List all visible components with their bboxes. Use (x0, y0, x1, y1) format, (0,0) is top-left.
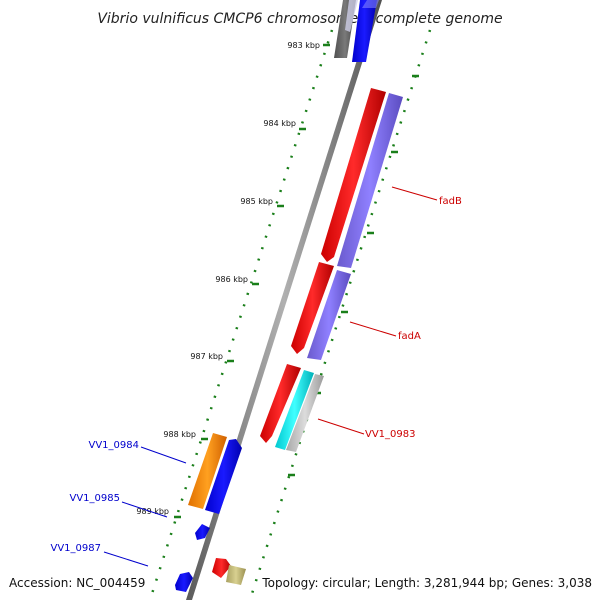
gene-red-bottom[interactable] (212, 558, 231, 578)
gene-VV1-0987[interactable] (175, 572, 193, 592)
map-title: Vibrio vulnificus CMCP6 chromosome I, co… (97, 11, 502, 27)
gene-label-VV1-0983[interactable]: VV1_0983 (365, 429, 416, 440)
tick-label-985: 985 kbp (240, 197, 273, 206)
genome-summary-text: Topology: circular; Length: 3,281,944 bp… (261, 576, 592, 590)
label-leaders-blue (103, 446, 187, 567)
gene-dark-top[interactable] (334, 0, 358, 58)
accession-text: Accession: NC_004459 (9, 576, 145, 590)
tick-label-989: 989 kbp (136, 507, 169, 516)
tick-label-986: 986 kbp (215, 275, 248, 284)
gene-khaki-bottom[interactable] (226, 565, 246, 585)
major-ticks (174, 43, 330, 519)
tick-label-988: 988 kbp (163, 430, 196, 439)
gene-blue-0984[interactable] (205, 439, 242, 514)
gene-blue-top[interactable] (352, 0, 379, 62)
tick-label-983: 983 kbp (287, 41, 320, 50)
gene-fadA-complement[interactable] (307, 270, 351, 360)
gene-VV1-0984[interactable] (188, 433, 227, 509)
gene-VV1-0983[interactable] (260, 364, 301, 443)
gene-fadB[interactable] (321, 88, 386, 262)
gene-VV1-0985[interactable] (195, 524, 210, 540)
tick-label-984: 984 kbp (263, 119, 296, 128)
gene-label-VV1-0985[interactable]: VV1_0985 (70, 493, 121, 504)
gene-gray-strip[interactable] (286, 374, 324, 452)
gene-label-VV1-0984[interactable]: VV1_0984 (89, 440, 140, 451)
gene-label-fadB[interactable]: fadB (439, 196, 462, 207)
gene-label-VV1-0987[interactable]: VV1_0987 (51, 543, 102, 554)
label-leaders-red (317, 186, 438, 435)
gene-cyan-strip[interactable] (275, 370, 314, 450)
tick-label-987: 987 kbp (190, 352, 223, 361)
gene-fadA[interactable] (291, 262, 334, 354)
gene-label-fadA[interactable]: fadA (398, 331, 421, 342)
gene-fadB-complement[interactable] (337, 93, 403, 268)
